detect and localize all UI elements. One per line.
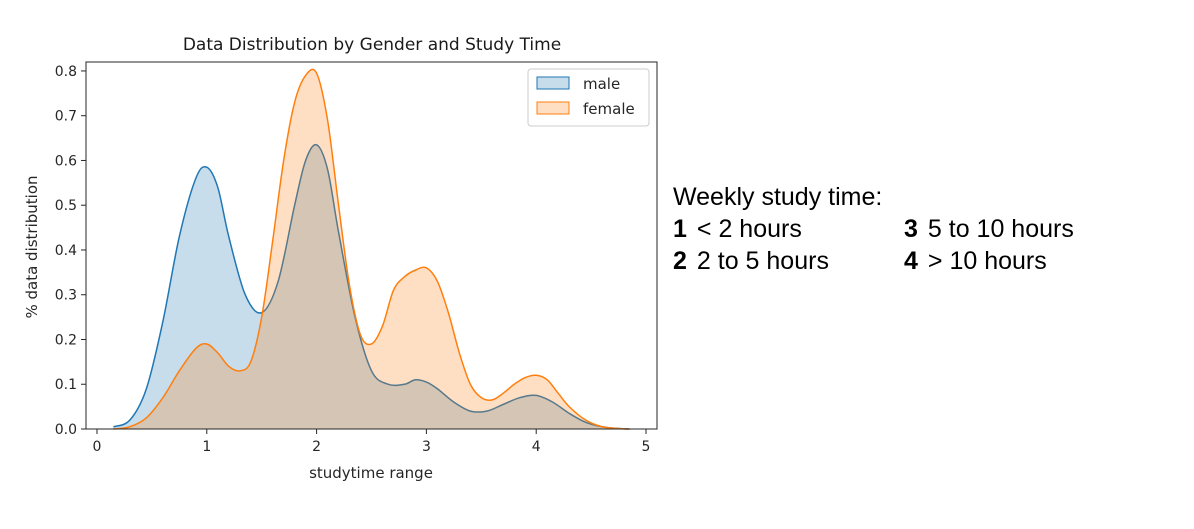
y-tick-label: 0.0: [55, 422, 77, 438]
legend-swatch-male: [536, 76, 570, 90]
key-heading: Weekly study time:: [673, 183, 883, 211]
key-item: 1 < 2 hours: [673, 213, 904, 245]
legend-label-male: male: [583, 75, 620, 93]
key-item: 3 5 to 10 hours: [904, 213, 1135, 245]
key-text: 5 to 10 hours: [927, 215, 1074, 243]
y-tick-label: 0.7: [55, 109, 77, 125]
key-text: 2 to 5 hours: [696, 247, 829, 275]
plot-areas: [113, 68, 630, 430]
area-female: [113, 69, 630, 429]
legend-swatch-female: [536, 101, 570, 115]
key-row: 1 < 2 hours 3 5 to 10 hours: [673, 213, 1135, 245]
area-male: [113, 144, 630, 430]
y-tick-label: 0.1: [55, 377, 77, 393]
y-tick-label: 0.5: [55, 198, 77, 214]
x-tick-label: 4: [532, 439, 541, 455]
key-item: 4 > 10 hours: [904, 245, 1135, 277]
study-time-key: Weekly study time: 1 < 2 hours 3 5 to 10 h…: [673, 181, 1135, 277]
x-axis-label: studytime range: [309, 464, 433, 482]
x-axis-ticks: 0 1 2 3 4 5: [93, 429, 651, 455]
key-item: 2 2 to 5 hours: [673, 245, 904, 277]
plot-frame: [85, 61, 658, 430]
chart-title: Data Distribution by Gender and Study Ti…: [183, 35, 561, 55]
y-axis-ticks: 0.0 0.1 0.2 0.3 0.4 0.5 0.6 0.7 0.8: [55, 64, 86, 438]
legend-box: [527, 68, 650, 127]
key-text: < 2 hours: [696, 215, 802, 243]
legend-label-female: female: [583, 100, 635, 118]
y-tick-label: 0.4: [55, 243, 77, 259]
y-tick-label: 0.8: [55, 64, 77, 80]
key-text: > 10 hours: [927, 247, 1047, 275]
y-tick-label: 0.2: [55, 332, 77, 348]
x-tick-label: 3: [422, 439, 431, 455]
density-chart: Data Distribution by Gender and Study Ti…: [23, 35, 658, 482]
legend: male female: [527, 68, 650, 127]
x-tick-label: 2: [312, 439, 321, 455]
y-tick-label: 0.6: [55, 153, 77, 169]
line-female: [113, 68, 630, 430]
x-tick-label: 5: [642, 439, 651, 455]
y-tick-label: 0.3: [55, 288, 77, 304]
y-axis-label: % data distribution: [23, 175, 41, 318]
x-tick-label: 0: [93, 439, 102, 455]
key-number: 3: [904, 215, 918, 243]
key-number: 1: [673, 215, 687, 243]
key-number: 2: [673, 247, 687, 275]
key-row: 2 2 to 5 hours 4 > 10 hours: [673, 245, 1135, 277]
key-number: 4: [904, 247, 918, 275]
x-tick-label: 1: [202, 439, 211, 455]
